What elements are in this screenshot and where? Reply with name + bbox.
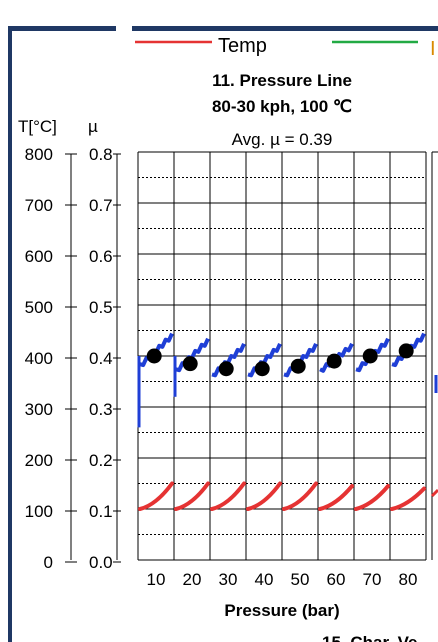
x-tick-label: 10 xyxy=(147,570,166,589)
avg-mu-point xyxy=(254,361,270,377)
neighbor-temp-mark xyxy=(430,488,438,498)
temp-series-segment xyxy=(282,481,318,511)
mu-tick-label: 0.3 xyxy=(89,400,113,419)
x-tick-label: 80 xyxy=(399,570,418,589)
temp-series-segment xyxy=(138,481,174,511)
temp-tick-label: 100 xyxy=(25,502,53,521)
x-axis-title: Pressure (bar) xyxy=(224,601,339,620)
avg-mu-point xyxy=(362,348,378,364)
frame-border-top xyxy=(8,26,116,31)
temp-series-segment xyxy=(318,484,354,511)
avg-mu-point xyxy=(182,356,198,372)
x-tick-label: 30 xyxy=(219,570,238,589)
avg-mu-point xyxy=(290,358,306,374)
legend-cut-letter: I xyxy=(430,38,436,60)
temp-tick-label: 300 xyxy=(25,400,53,419)
legend-temp-label: Temp xyxy=(218,35,267,57)
temp-series-segment xyxy=(390,486,426,511)
temp-tick-label: 500 xyxy=(25,298,53,317)
temp-series-segment xyxy=(210,481,246,511)
next-chart-caption: 15. Char. Ve xyxy=(322,633,417,642)
x-tick-label: 40 xyxy=(255,570,274,589)
temp-series-segment xyxy=(246,481,282,511)
avg-mu-point xyxy=(398,343,414,359)
temp-series-segment xyxy=(354,484,390,511)
temp-tick-label: 600 xyxy=(25,247,53,266)
temp-series-segment xyxy=(174,481,210,511)
mu-tick-label: 0.1 xyxy=(89,502,113,521)
x-tick-label: 20 xyxy=(183,570,202,589)
temp-tick-label: 200 xyxy=(25,451,53,470)
chart-title-conditions: 80-30 kph, 100 ℃ xyxy=(212,97,352,116)
mu-tick-label: 0.5 xyxy=(89,298,113,317)
mu-tick-label: 0.6 xyxy=(89,247,113,266)
mu-tick-label: 0.0 xyxy=(89,553,113,572)
x-tick-label: 50 xyxy=(291,570,310,589)
avg-mu-point xyxy=(146,348,162,364)
avg-mu-point xyxy=(218,361,234,377)
mu-tick-label: 0.7 xyxy=(89,196,113,215)
mu-tick-label: 0.4 xyxy=(89,349,113,368)
frame-border-top-right xyxy=(132,26,438,31)
avg-mu-point xyxy=(326,353,342,369)
chart-title: 11. Pressure Line xyxy=(212,71,352,90)
temp-tick-label: 800 xyxy=(25,145,53,164)
x-tick-label: 60 xyxy=(327,570,346,589)
mu-tick-label: 0.8 xyxy=(89,145,113,164)
frame-border-left xyxy=(8,26,12,642)
temp-tick-label: 400 xyxy=(25,349,53,368)
temp-tick-label: 700 xyxy=(25,196,53,215)
mu-tick-label: 0.2 xyxy=(89,451,113,470)
temp-tick-label: 0 xyxy=(44,553,53,572)
left-axis-title: T[°C] xyxy=(18,117,57,136)
x-tick-label: 70 xyxy=(363,570,382,589)
chart-subtitle: Avg. µ = 0.39 xyxy=(232,130,333,149)
right-axis-title: µ xyxy=(88,117,98,136)
